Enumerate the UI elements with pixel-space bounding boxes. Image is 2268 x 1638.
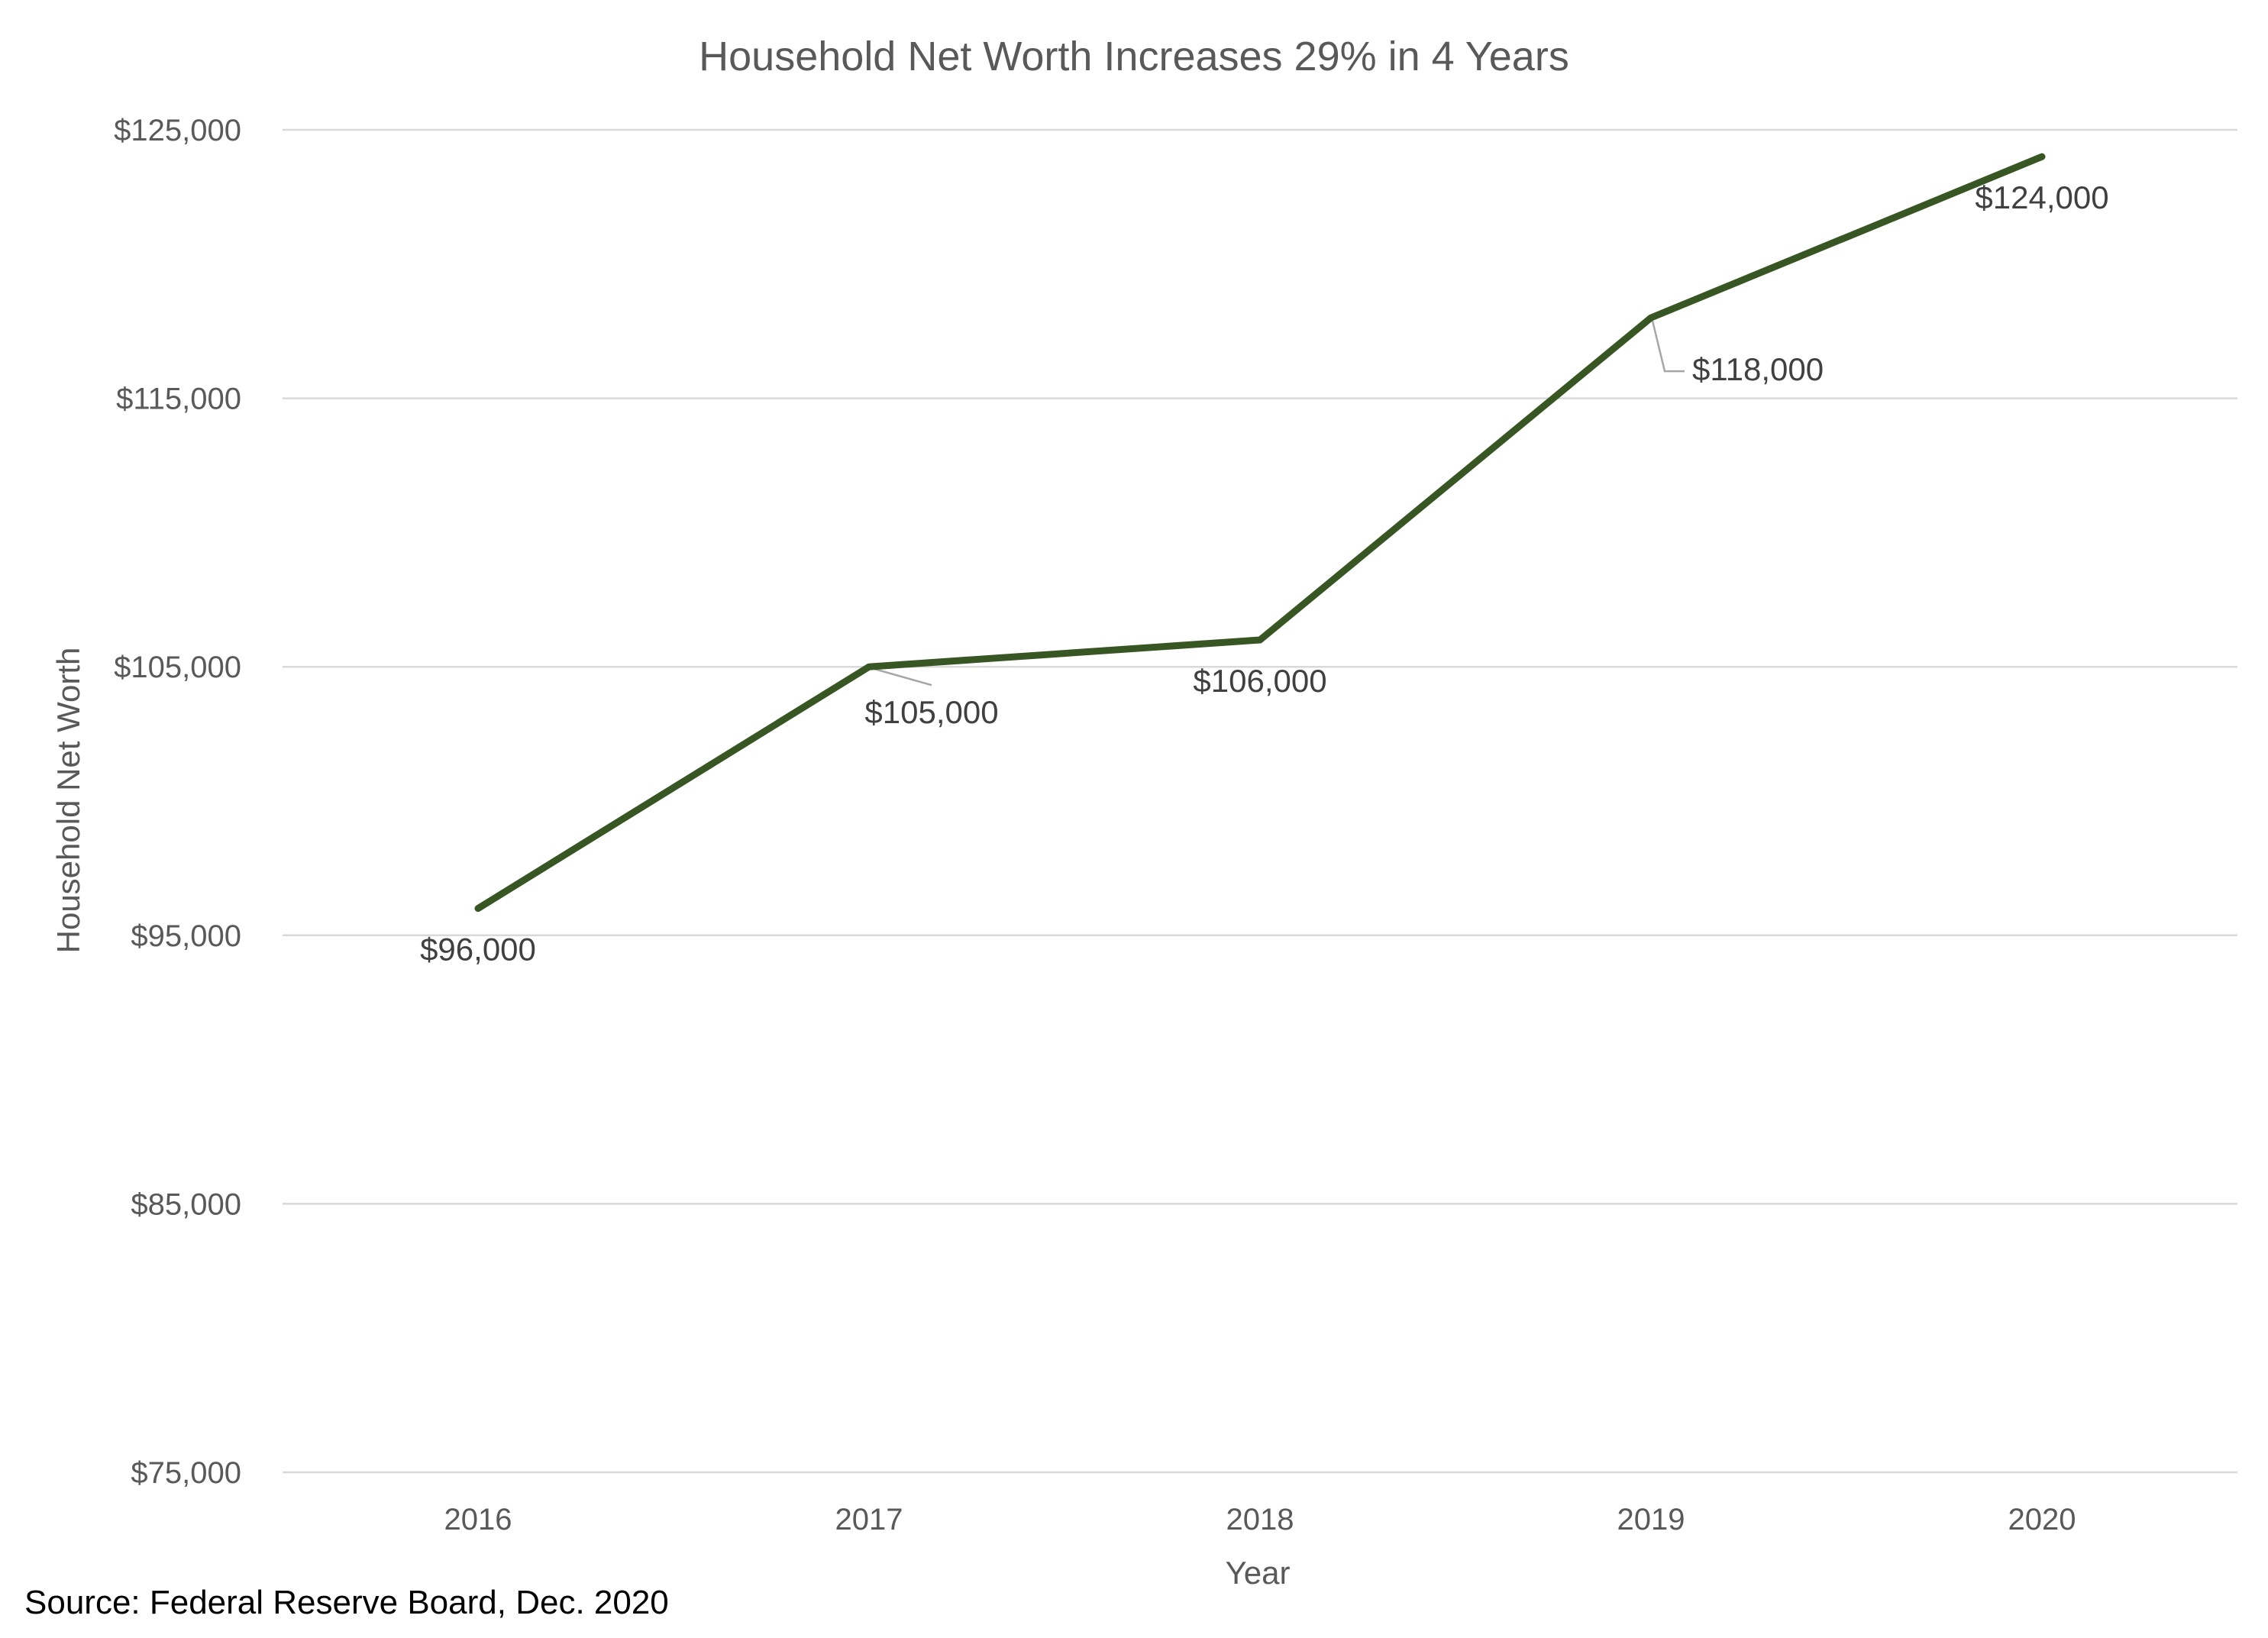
data-label: $106,000 [1193,663,1326,699]
data-point [2041,156,2043,158]
data-label: $96,000 [420,932,536,968]
data-label: $124,000 [1975,179,2108,215]
y-tick-label: $95,000 [131,919,241,953]
y-tick-label: $105,000 [114,651,241,684]
source-note: Source: Federal Reserve Board, Dec. 2020 [24,1584,669,1621]
gridlines [283,128,2237,1474]
leader-line [871,667,932,687]
y-tick-label: $85,000 [131,1187,241,1221]
x-tick-label: 2020 [2008,1503,2076,1536]
chart-title: Household Net Worth Increases 29% in 4 Y… [699,34,1569,79]
y-axis-title: Household Net Worth [50,648,86,954]
data-label: $105,000 [864,694,998,730]
y-tick-label: $115,000 [116,383,241,416]
series-line [474,153,2046,913]
data-point [477,907,479,909]
x-tick-label: 2018 [1226,1503,1294,1536]
leader-line [1651,320,1685,373]
data-label: $118,000 [1692,351,1824,387]
x-axis-ticks: 2016 2017 2018 2019 2020 [444,1503,2076,1536]
x-axis-title: Year [1226,1555,1291,1591]
x-tick-label: 2016 [444,1503,512,1536]
data-labels: $96,000 $105,000 $106,000 $118,000 $124,000 [420,179,2109,967]
y-tick-label: $75,000 [131,1456,241,1490]
leader-lines [871,320,1685,687]
x-tick-label: 2019 [1617,1503,1685,1536]
series-line-group [474,153,2046,913]
data-point [1259,639,1261,641]
y-tick-label: $125,000 [114,114,241,147]
data-point [868,666,870,668]
y-axis-ticks: $75,000 $85,000 $95,000 $105,000 $115,000 $12… [114,114,241,1490]
data-point [1650,317,1652,319]
x-tick-label: 2017 [835,1503,903,1536]
